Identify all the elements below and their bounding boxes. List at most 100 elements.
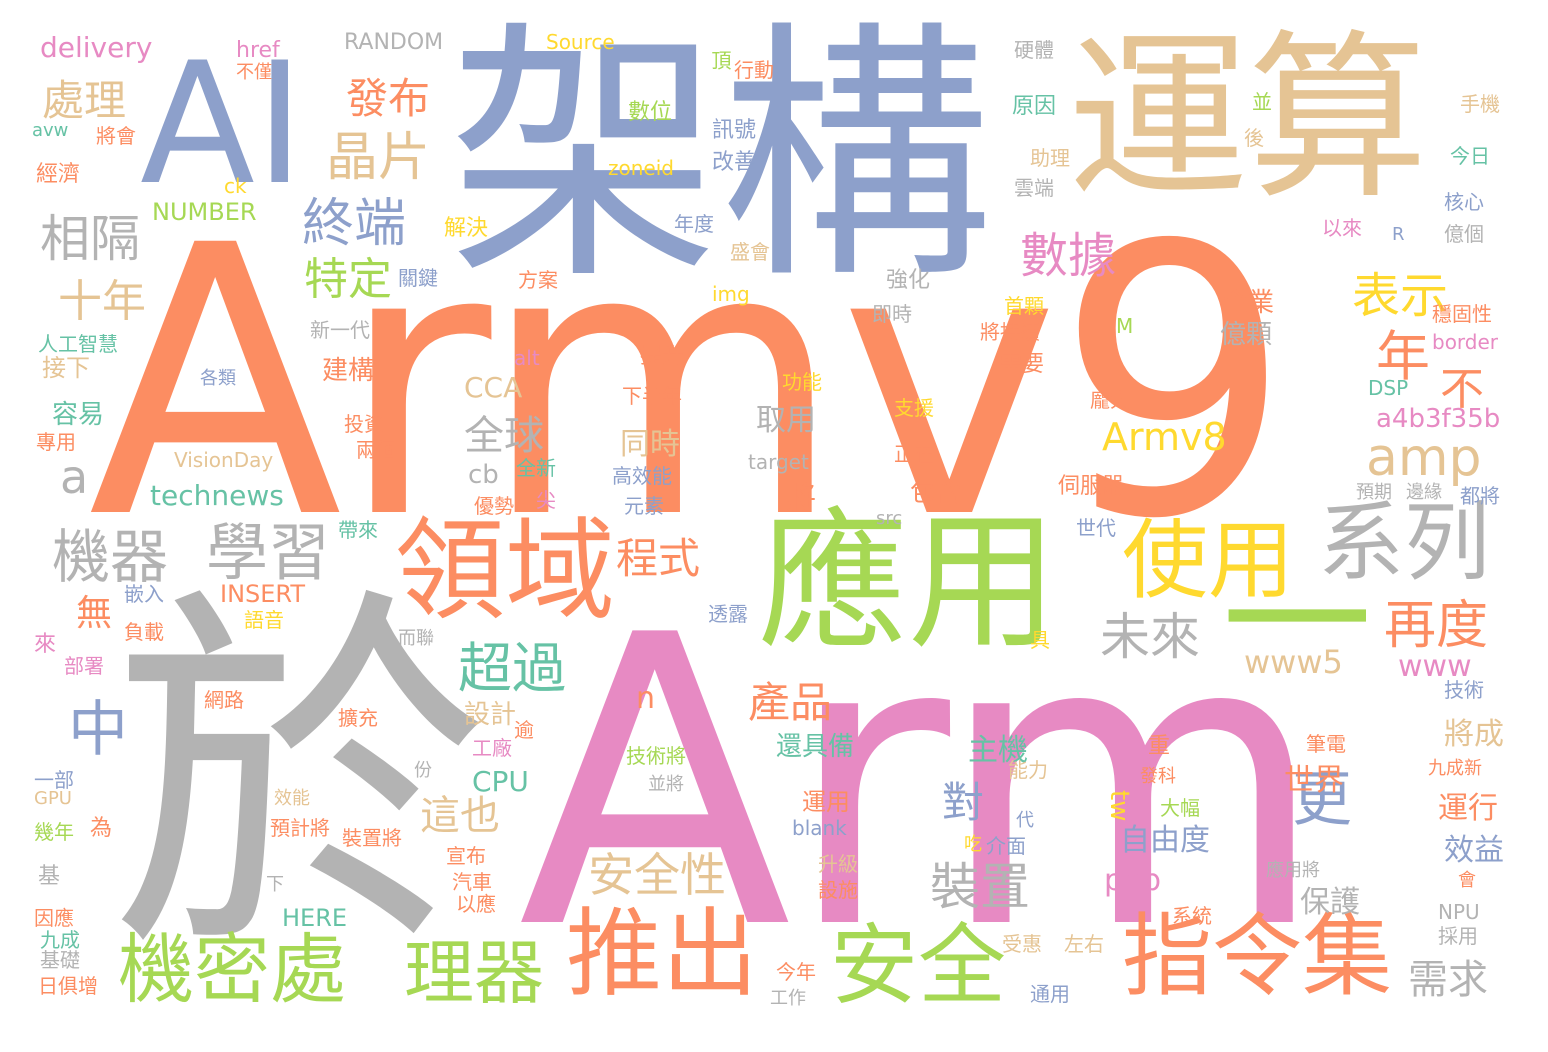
word-zhong: 中 xyxy=(68,695,128,765)
word-chi: 吃 xyxy=(964,834,982,855)
word-jiangchixu: 將持續 xyxy=(980,320,1040,344)
word-guanjian: 關鍵 xyxy=(398,266,438,290)
word-liangge: 兩個 xyxy=(356,438,396,462)
word-shijie: 世界 xyxy=(1284,763,1344,798)
word-hui: 會 xyxy=(1458,870,1476,891)
word-href: href xyxy=(236,38,280,63)
word-armv9: Armv9 xyxy=(88,167,1292,600)
word-blank: blank xyxy=(792,816,847,840)
word-yinying: 因應 xyxy=(34,906,74,930)
word-fen: 份 xyxy=(414,760,432,781)
word-jingpian: 晶片 xyxy=(326,128,431,188)
word-zhongduan: 終端 xyxy=(302,194,407,254)
word-zhuangzhi: 裝置 xyxy=(930,858,1030,916)
word-chanpin: 產品 xyxy=(748,678,833,727)
word-tisheng: 提升 xyxy=(640,344,685,369)
word-lai: 來 xyxy=(34,632,57,657)
word-amp: amp xyxy=(1366,428,1482,488)
word-xingdong: 行動 xyxy=(734,58,774,82)
word-tw: tw xyxy=(1104,790,1134,822)
word-qianghua: 強化 xyxy=(886,268,931,293)
word-gaoxiaoneng: 高效能 xyxy=(612,464,672,488)
word-jiejue: 解決 xyxy=(444,216,489,241)
word-jiucheng: 九成 xyxy=(40,928,80,952)
word-qiye: 企業 xyxy=(1222,288,1275,318)
word-gongchang: 工廠 xyxy=(472,736,512,760)
word-doujiang: 都將 xyxy=(1460,484,1500,508)
word-fangan: 方案 xyxy=(518,268,558,292)
word-yibu: 一部 xyxy=(34,768,74,792)
word-cpu: CPU xyxy=(472,765,529,798)
word-xunhao: 訊號 xyxy=(712,118,757,143)
word-fake: 發科 xyxy=(1140,766,1176,787)
word-yunsuan: 運算 xyxy=(1068,15,1429,224)
word-yingyongjiang: 應用將 xyxy=(1266,860,1320,881)
word-jiexia: 接下 xyxy=(42,354,90,382)
word-gpu: GPU xyxy=(34,788,72,809)
word-dailai: 帶來 xyxy=(338,518,378,542)
word-tuichu: 推出 xyxy=(566,898,758,1010)
word-ju: 具 xyxy=(1030,628,1050,652)
word-rijuzeng: 日俱增 xyxy=(38,974,98,998)
word-jiqi: 機器 xyxy=(52,523,169,591)
word-quyong: 取用 xyxy=(756,403,816,438)
word-fabu: 發布 xyxy=(346,74,431,123)
word-tongshi: 同時 xyxy=(620,427,680,462)
word-rongyi: 容易 xyxy=(52,400,105,430)
word-zhuanyong: 專用 xyxy=(36,430,76,454)
word-yuqi: 預期 xyxy=(1356,482,1392,503)
word-fuzai: 負載 xyxy=(124,620,164,644)
word-shuwei: 數位 xyxy=(628,100,673,125)
word-wu: 無 xyxy=(76,593,113,634)
word-a4b3f35b: a4b3f35b xyxy=(1376,404,1501,434)
word-jiangou: 建構 xyxy=(322,356,375,386)
word-xiangge: 相隔 xyxy=(40,210,140,268)
word-ji: 基 xyxy=(38,864,61,889)
word-zhiyuan: 支援 xyxy=(894,396,934,420)
word-zhilingji: 指令集 xyxy=(1122,904,1392,1009)
word-zhong2: 重 xyxy=(1148,734,1171,759)
word-jiuchengxin: 九成新 xyxy=(1428,758,1482,779)
word-zoneid: zoneid xyxy=(608,156,674,180)
word-source: Source xyxy=(546,30,615,54)
word-jimichu: 機密處 xyxy=(118,925,346,1014)
word-img: img xyxy=(712,282,750,306)
word-ai: AI xyxy=(140,26,305,222)
word-shouhui: 受惠 xyxy=(1002,932,1042,956)
word-dai: 代 xyxy=(1016,810,1034,831)
word-zhuji: 主機 xyxy=(968,733,1028,768)
word-random: RANDOM xyxy=(344,30,444,55)
word-jiang: 將 xyxy=(786,481,816,516)
word-nian: 年 xyxy=(1376,325,1430,388)
word-wanglu: 網路 xyxy=(204,688,244,712)
word-jinian: 幾年 xyxy=(34,820,74,844)
word-xiabannian: 下半年 xyxy=(622,384,682,408)
word-zhuli: 助理 xyxy=(1030,146,1070,170)
word-bu: 不 xyxy=(1440,364,1484,415)
word-erlian: 而聯 xyxy=(398,628,434,649)
word-anquan: 安全 xyxy=(830,914,1007,1017)
word-gongzuo: 工作 xyxy=(770,988,806,1009)
word-shinian: 十年 xyxy=(58,276,146,327)
word-jishujiang: 技術將 xyxy=(626,744,686,768)
word-ck: ck xyxy=(224,174,247,198)
word-insert: INSERT xyxy=(220,580,306,608)
word-dui: 對 xyxy=(942,778,985,827)
word-bing: 並 xyxy=(1252,90,1272,114)
word-kuochong: 擴充 xyxy=(338,706,378,730)
word-baohu: 保護 xyxy=(1300,885,1360,920)
word-www: www xyxy=(1398,649,1472,684)
word-xuqiu: 需求 xyxy=(1408,957,1488,1003)
word-yujijiang: 預計將 xyxy=(270,816,330,840)
word-baohan: 包含 xyxy=(910,478,963,508)
word-jinri: 今日 xyxy=(1450,144,1490,168)
word-yuansu: 元素 xyxy=(624,494,664,518)
word-jianghui: 將會 xyxy=(96,124,136,148)
word-bianyuan: 邊緣 xyxy=(1406,482,1442,503)
word-chuli: 處理 xyxy=(42,76,127,125)
word-yunxing: 運行 xyxy=(1438,791,1498,826)
word-bingjiang: 並將 xyxy=(648,774,684,795)
word-qiche: 汽車 xyxy=(452,870,492,894)
word-xia: 下 xyxy=(266,874,284,895)
